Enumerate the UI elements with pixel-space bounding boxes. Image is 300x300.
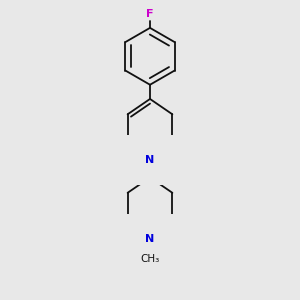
Text: F: F [146, 10, 154, 20]
Text: N: N [146, 234, 154, 244]
Text: N: N [146, 155, 154, 165]
Text: CH₃: CH₃ [140, 254, 160, 264]
